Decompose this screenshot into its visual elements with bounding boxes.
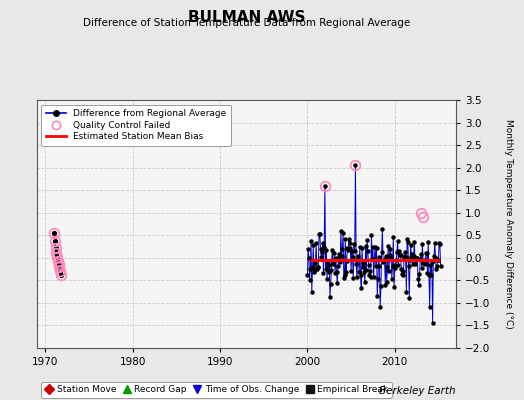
Legend: Station Move, Record Gap, Time of Obs. Change, Empirical Break: Station Move, Record Gap, Time of Obs. C…	[41, 382, 392, 398]
Text: Berkeley Earth: Berkeley Earth	[379, 386, 456, 396]
Y-axis label: Monthly Temperature Anomaly Difference (°C): Monthly Temperature Anomaly Difference (…	[504, 119, 513, 329]
Text: BULMAN AWS: BULMAN AWS	[188, 10, 305, 25]
Text: Difference of Station Temperature Data from Regional Average: Difference of Station Temperature Data f…	[83, 18, 410, 28]
